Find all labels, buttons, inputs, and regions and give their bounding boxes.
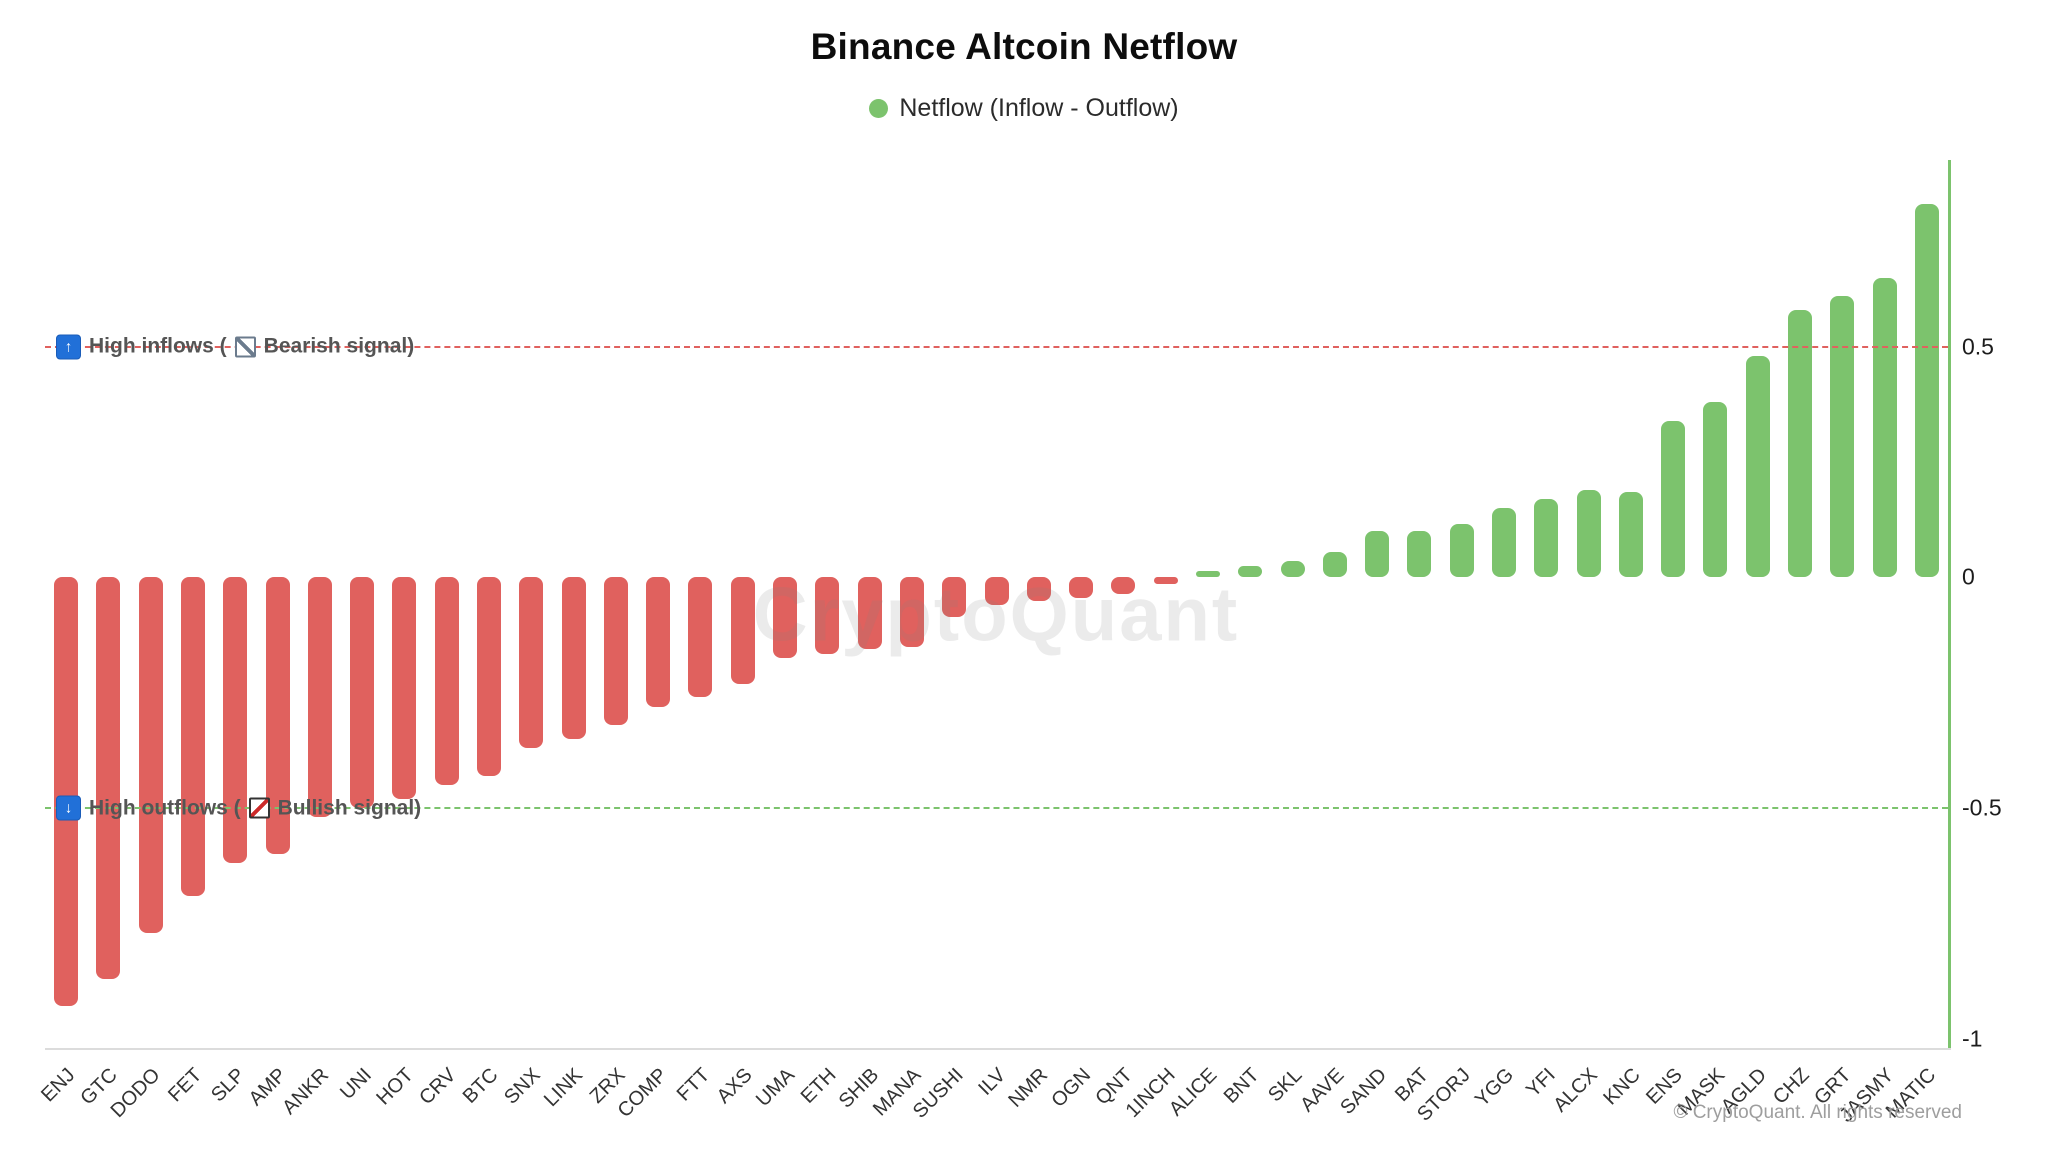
legend-label: Netflow (Inflow - Outflow)	[899, 94, 1179, 122]
bar-SLP[interactable]	[223, 577, 248, 864]
x-label-YGG: YGG	[1470, 1064, 1518, 1111]
bar-BTC[interactable]	[477, 577, 502, 776]
bar-ZRX[interactable]	[603, 577, 628, 726]
bar-COMP[interactable]	[646, 577, 671, 707]
x-label-ETH: ETH	[797, 1064, 841, 1108]
bar-FET[interactable]	[181, 577, 205, 896]
bar-FTT[interactable]	[688, 577, 713, 698]
bar-ENJ[interactable]	[54, 577, 79, 1007]
legend-dot-icon	[869, 99, 889, 118]
high-inflows-text: High inflows (	[89, 334, 227, 358]
x-label-NMR: NMR	[1004, 1064, 1053, 1112]
high-inflows-annotation: ↑ High inflows ( Bearish signal)	[56, 334, 415, 360]
bar-AAVE[interactable]	[1322, 552, 1347, 578]
x-label-SAND: SAND	[1335, 1064, 1391, 1119]
x-label-UMA: UMA	[751, 1064, 799, 1111]
bar-YFI[interactable]	[1534, 499, 1559, 578]
arrow-up-icon: ↑	[56, 334, 81, 360]
bar-ENS[interactable]	[1661, 420, 1686, 578]
bar-JASMY[interactable]	[1872, 277, 1897, 578]
bar-MATIC[interactable]	[1914, 203, 1939, 578]
bar-GRT[interactable]	[1830, 296, 1855, 578]
bar-KNC[interactable]	[1618, 492, 1643, 578]
y-axis-line	[1948, 160, 1951, 1048]
bar-UMA[interactable]	[773, 577, 798, 659]
x-label-OGN: OGN	[1046, 1064, 1095, 1112]
x-label-CRV: CRV	[415, 1064, 461, 1110]
x-label-SLP: SLP	[206, 1064, 249, 1107]
legend[interactable]: Netflow (Inflow - Outflow)	[0, 94, 2048, 123]
bar-UNI[interactable]	[350, 577, 375, 809]
bar-SNX[interactable]	[519, 577, 544, 749]
x-label-BNT: BNT	[1219, 1064, 1264, 1108]
x-axis-line	[45, 1048, 1951, 1050]
copyright-text: © CryptoQuant. All rights reserved	[1673, 1102, 1962, 1123]
bar-ALCX[interactable]	[1576, 489, 1601, 578]
y-tick-0: 0	[1962, 563, 1975, 590]
bar-NMR[interactable]	[1026, 577, 1051, 601]
x-label-UNI: UNI	[335, 1064, 376, 1104]
bearish-signal-icon	[234, 336, 256, 358]
x-label-KNC: KNC	[1598, 1064, 1645, 1110]
y-tick--0.5: -0.5	[1962, 794, 2002, 821]
bar-GTC[interactable]	[96, 577, 121, 979]
bar-OGN[interactable]	[1069, 577, 1094, 599]
x-label-HOT: HOT	[372, 1064, 419, 1110]
bar-BNT[interactable]	[1238, 565, 1263, 578]
bar-MASK[interactable]	[1703, 402, 1728, 578]
x-label-ANKR: ANKR	[278, 1064, 334, 1119]
x-label-BTC: BTC	[458, 1064, 503, 1108]
bar-SUSHI[interactable]	[942, 577, 967, 617]
high-outflows-annotation: ↓ High outflows ( Bullish signal)	[56, 795, 422, 821]
bearish-signal-text: Bearish signal)	[263, 334, 415, 358]
bar-BAT[interactable]	[1407, 531, 1432, 578]
x-label-ALCX: ALCX	[1549, 1064, 1603, 1117]
x-label-ALICE: ALICE	[1165, 1064, 1222, 1121]
bar-AXS[interactable]	[730, 577, 755, 684]
bullish-signal-icon	[248, 797, 270, 819]
bar-ILV[interactable]	[984, 577, 1009, 606]
bar-CRV[interactable]	[434, 577, 459, 786]
x-label-LINK: LINK	[540, 1064, 588, 1112]
y-tick--1: -1	[1962, 1025, 1983, 1052]
bar-QNT[interactable]	[1111, 577, 1136, 594]
x-label-FTT: FTT	[672, 1064, 715, 1106]
plot-area: ENJ GTC DODO FET SLP AMP ANKR UNI HOT CRV BTC SNX LI…	[37, 160, 2002, 1127]
bullish-signal-text: Bullish signal)	[277, 796, 422, 820]
x-label-ENJ: ENJ	[37, 1064, 80, 1107]
bar-CHZ[interactable]	[1787, 309, 1812, 578]
y-tick-0.5: 0.5	[1962, 333, 1994, 360]
bar-SAND[interactable]	[1365, 531, 1390, 578]
bar-SHIB[interactable]	[857, 577, 882, 649]
bar-HOT[interactable]	[392, 577, 417, 799]
x-label-SNX: SNX	[500, 1064, 545, 1109]
arrow-down-icon: ↓	[56, 795, 81, 821]
bar-LINK[interactable]	[561, 577, 586, 739]
bar-ALICE[interactable]	[1195, 570, 1220, 578]
bar-YGG[interactable]	[1491, 508, 1516, 578]
bar-DODO[interactable]	[138, 577, 163, 933]
bar-SKL[interactable]	[1280, 561, 1305, 578]
bar-ETH[interactable]	[815, 577, 840, 654]
high-outflows-text: High outflows (	[89, 796, 241, 820]
bar-1INCH[interactable]	[1153, 577, 1178, 585]
x-label-FET: FET	[164, 1064, 207, 1107]
bar-ANKR[interactable]	[307, 577, 332, 818]
bar-MANA[interactable]	[899, 577, 924, 647]
bar-STORJ[interactable]	[1449, 524, 1474, 578]
chart-title: Binance Altcoin Netflow	[810, 26, 1238, 67]
x-label-AXS: AXS	[712, 1064, 757, 1108]
bar-AGLD[interactable]	[1745, 356, 1770, 578]
